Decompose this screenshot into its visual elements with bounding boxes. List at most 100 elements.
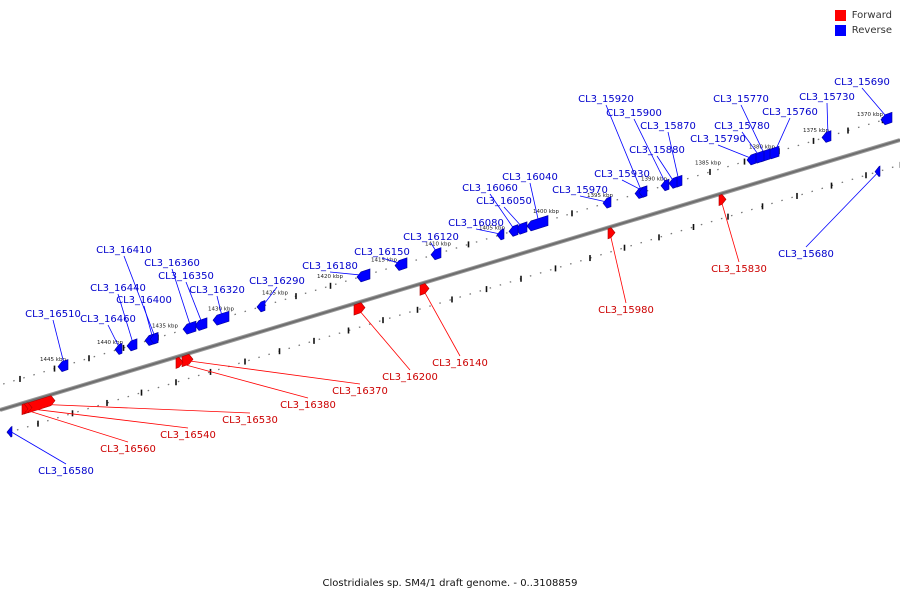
gene-cl3-16290-shape xyxy=(256,300,266,313)
gene-cl3-16360 xyxy=(182,320,197,335)
gene-cl3-15690-shape xyxy=(880,111,893,126)
gene-cl3-16040-label: CL3_16040 xyxy=(502,172,558,183)
gene-cl3-15930-shape xyxy=(638,185,648,198)
ruler-tick-label: 1415 kbp xyxy=(371,258,397,264)
gene-cl3-15790-leader xyxy=(717,144,754,160)
gene-cl3-15790-label: CL3_15790 xyxy=(690,134,746,145)
gene-cl3-16560 xyxy=(21,403,29,416)
gene-cl3-16150-leader xyxy=(381,257,403,265)
gene-cl3-15830-label: CL3_15830 xyxy=(711,264,767,275)
ruler-tick-label: 1440 kbp xyxy=(97,340,123,346)
legend-forward: Forward xyxy=(834,8,892,23)
ruler-tick-label: 1375 kbp xyxy=(803,128,829,134)
gene-cl3-16320-shape xyxy=(212,310,230,326)
ruler-tick-label: 1400 kbp xyxy=(533,209,559,215)
ruler-tick-label: 1370 kbp xyxy=(857,112,883,118)
gene-cl3-16560-leader xyxy=(23,408,129,443)
gene-cl3-15730-shape xyxy=(821,130,832,143)
gene-cl3-15920-leader xyxy=(605,104,643,193)
gene-cl3-16060 xyxy=(508,224,519,237)
ruler-tick-label: 1410 kbp xyxy=(425,242,451,248)
gene-cl3-15880-shape xyxy=(668,176,678,189)
gene-cl3-16460-leader xyxy=(107,324,121,350)
gene-cl3-16580-shape xyxy=(6,425,13,438)
gene-cl3-16460-label: CL3_16460 xyxy=(80,314,136,325)
gene-cl3-16560-shape xyxy=(21,403,29,416)
gene-cl3-15760-leader xyxy=(774,117,791,153)
legend-reverse-label: Reverse xyxy=(851,25,892,36)
gene-cl3-15930-label: CL3_15930 xyxy=(594,169,650,180)
gene-cl3-16040 xyxy=(526,215,549,232)
gene-cl3-16560-label: CL3_16560 xyxy=(100,444,156,455)
gene-cl3-16140 xyxy=(419,283,430,296)
gene-cl3-15680-label: CL3_15680 xyxy=(778,249,834,260)
gene-cl3-16290-label: CL3_16290 xyxy=(249,276,305,287)
gene-cl3-16350-leader xyxy=(185,281,203,325)
gene-cl3-15690-leader xyxy=(861,87,889,119)
gene-cl3-16060-leader xyxy=(489,193,516,231)
gene-cl3-16150-label: CL3_16150 xyxy=(354,247,410,258)
gene-cl3-16080-label: CL3_16080 xyxy=(448,218,504,229)
gene-cl3-16410-shape xyxy=(149,332,159,345)
gene-cl3-16060-label: CL3_16060 xyxy=(462,183,518,194)
gene-cl3-16040-leader xyxy=(529,182,540,224)
gene-cl3-16140-label: CL3_16140 xyxy=(432,358,488,369)
gene-cl3-15880-label: CL3_15880 xyxy=(629,145,685,156)
gene-cl3-15730-label: CL3_15730 xyxy=(799,92,855,103)
gene-cl3-16200-leader xyxy=(357,308,411,371)
gene-cl3-16350 xyxy=(194,317,208,331)
forward-swatch xyxy=(834,10,846,21)
gene-cl3-15900-shape xyxy=(660,178,670,192)
genome-backbone xyxy=(0,139,900,411)
gene-cl3-15790-shape xyxy=(746,152,757,166)
gene-cl3-16580-leader xyxy=(10,431,67,465)
gene-cl3-16410-leader xyxy=(123,255,156,339)
gene-cl3-15770-leader xyxy=(740,104,766,156)
gene-cl3-15680 xyxy=(874,165,881,178)
gene-cl3-16410-label: CL3_16410 xyxy=(96,245,152,256)
gene-cl3-15830-shape xyxy=(718,194,727,207)
ruler-tick-label: 1430 kbp xyxy=(208,307,234,313)
gene-cl3-15680-leader xyxy=(805,171,880,248)
gene-cl3-16200 xyxy=(353,302,366,316)
gene-cl3-15690 xyxy=(880,111,893,126)
gene-cl3-16050-shape xyxy=(515,221,528,235)
gene-cl3-15780-label: CL3_15780 xyxy=(714,121,770,132)
gene-cl3-16320-label: CL3_16320 xyxy=(189,285,245,296)
gene-cl3-16440-shape xyxy=(126,338,138,352)
gene-cl3-15780-leader xyxy=(741,131,761,158)
gene-cl3-16530-label: CL3_16530 xyxy=(222,415,278,426)
gene-cl3-15690-label: CL3_15690 xyxy=(834,77,890,88)
ruler-tick-label: 1420 kbp xyxy=(317,274,343,280)
gene-cl3-16050-leader xyxy=(503,206,524,229)
gene-cl3-16180-label: CL3_16180 xyxy=(302,261,358,272)
gene-cl3-16200-label: CL3_16200 xyxy=(382,372,438,383)
gene-cl3-16120-leader xyxy=(430,242,438,254)
gene-cl3-16350-shape xyxy=(194,317,208,331)
gene-cl3-15900-leader xyxy=(633,118,667,186)
gene-cl3-16080-leader xyxy=(475,228,503,235)
gene-cl3-16040-shape xyxy=(526,215,549,232)
gene-cl3-15880 xyxy=(668,176,678,189)
gene-cl3-16530-leader xyxy=(39,403,251,414)
gene-cl3-16400-label: CL3_16400 xyxy=(116,295,172,306)
gene-cl3-15790 xyxy=(746,152,757,166)
gene-cl3-15880-leader xyxy=(656,155,675,183)
gene-cl3-16140-shape xyxy=(419,283,430,296)
gene-cl3-16380-leader xyxy=(177,362,309,399)
gene-cl3-16050 xyxy=(515,221,528,235)
gene-cl3-16320-leader xyxy=(216,295,223,319)
gene-cl3-16580-label: CL3_16580 xyxy=(38,466,94,477)
gene-cl3-16180-leader xyxy=(329,271,366,276)
gene-cl3-16120-label: CL3_16120 xyxy=(403,232,459,243)
gene-cl3-16350-label: CL3_16350 xyxy=(158,271,214,282)
gene-cl3-15870-label: CL3_15870 xyxy=(640,121,696,132)
gene-cl3-16060-shape xyxy=(508,224,519,237)
ruler-tick-label: 1395 kbp xyxy=(587,193,613,199)
gene-cl3-16370-leader xyxy=(185,360,361,385)
gene-cl3-16540-leader xyxy=(26,407,189,429)
gene-cl3-15770-label: CL3_15770 xyxy=(713,94,769,105)
gene-cl3-16360-label: CL3_16360 xyxy=(144,258,200,269)
legend: Forward Reverse xyxy=(834,8,892,38)
gene-cl3-15680-shape xyxy=(874,165,881,178)
